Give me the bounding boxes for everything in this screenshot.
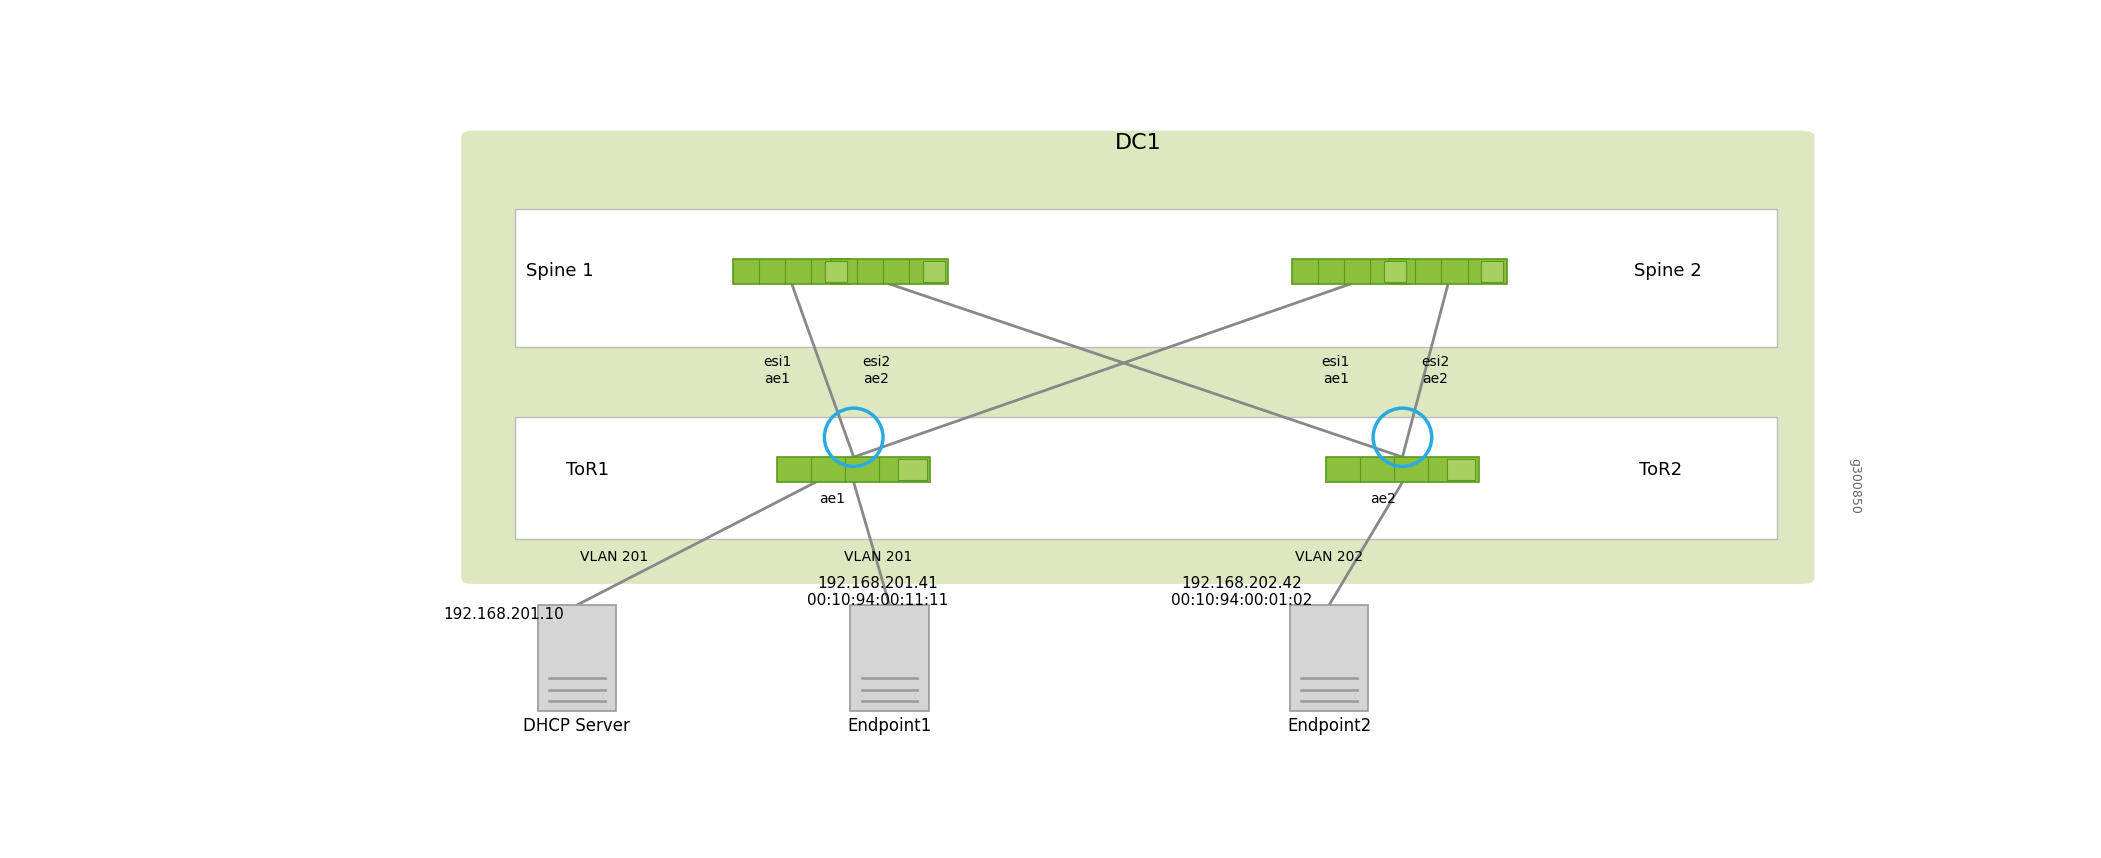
FancyBboxPatch shape — [733, 259, 851, 284]
FancyBboxPatch shape — [777, 457, 931, 482]
Text: Spine 2: Spine 2 — [1635, 263, 1702, 281]
Text: esi1
ae1: esi1 ae1 — [1322, 355, 1349, 385]
Text: ae1: ae1 — [819, 492, 845, 506]
Text: VLAN 201: VLAN 201 — [580, 550, 649, 565]
FancyBboxPatch shape — [897, 459, 927, 480]
Text: DHCP Server: DHCP Server — [523, 717, 630, 735]
Text: esi1
ae1: esi1 ae1 — [763, 355, 792, 385]
Text: 192.168.202.42
00:10:94:00:01:02: 192.168.202.42 00:10:94:00:01:02 — [1170, 576, 1311, 608]
FancyBboxPatch shape — [1326, 457, 1479, 482]
Text: DC1: DC1 — [1116, 133, 1162, 153]
FancyBboxPatch shape — [462, 130, 1815, 584]
FancyBboxPatch shape — [826, 261, 847, 282]
Text: esi2
ae2: esi2 ae2 — [861, 355, 891, 385]
FancyBboxPatch shape — [1290, 605, 1368, 710]
Text: 192.168.201.10: 192.168.201.10 — [443, 607, 563, 621]
FancyBboxPatch shape — [515, 417, 1777, 539]
FancyBboxPatch shape — [1481, 261, 1504, 282]
FancyBboxPatch shape — [1389, 259, 1506, 284]
Text: Spine 1: Spine 1 — [525, 263, 592, 281]
FancyBboxPatch shape — [1448, 459, 1475, 480]
FancyBboxPatch shape — [515, 208, 1777, 347]
FancyBboxPatch shape — [851, 605, 929, 710]
Text: VLAN 201: VLAN 201 — [845, 550, 912, 565]
Text: ae2: ae2 — [1370, 492, 1395, 506]
FancyBboxPatch shape — [830, 259, 948, 284]
Text: 192.168.201.41
00:10:94:00:11:11: 192.168.201.41 00:10:94:00:11:11 — [807, 576, 950, 608]
Text: g300850: g300850 — [1849, 458, 1861, 514]
FancyBboxPatch shape — [538, 605, 616, 710]
FancyBboxPatch shape — [922, 261, 945, 282]
Text: Endpoint1: Endpoint1 — [847, 717, 931, 735]
Text: esi2
ae2: esi2 ae2 — [1420, 355, 1450, 385]
FancyBboxPatch shape — [1385, 261, 1406, 282]
Text: ToR2: ToR2 — [1639, 461, 1681, 479]
Text: ToR1: ToR1 — [567, 461, 609, 479]
Text: VLAN 202: VLAN 202 — [1294, 550, 1364, 565]
Text: Endpoint2: Endpoint2 — [1288, 717, 1372, 735]
FancyBboxPatch shape — [1292, 259, 1410, 284]
